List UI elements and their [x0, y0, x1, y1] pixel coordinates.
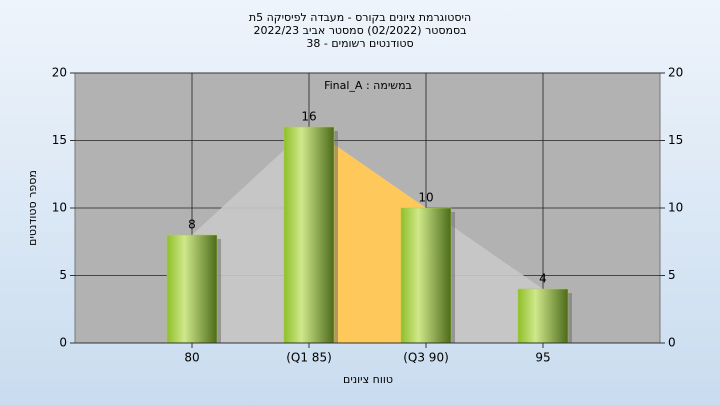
- x-tick-label: 95: [535, 351, 550, 365]
- bar: [400, 207, 452, 344]
- title-line: סטודנטים רשומים - 38: [306, 37, 413, 50]
- trend-highlight: [309, 127, 426, 343]
- y2-tick-label: 10: [668, 201, 683, 215]
- bar: [283, 126, 335, 344]
- bar: [166, 234, 218, 344]
- x-tick-label: 80: [184, 351, 199, 365]
- data-label: 16: [301, 110, 316, 124]
- x-tick-label: (Q3 90): [403, 351, 449, 365]
- bar: [517, 288, 569, 344]
- x-axis-label: טווח ציונים: [343, 373, 393, 386]
- title-line: היסטוגרמת ציונים בקורס - מעבדה לפיסיקה 5…: [249, 11, 471, 24]
- annotation: Final_A : במשימה: [324, 79, 412, 92]
- y-tick-label: 5: [59, 268, 67, 282]
- y-axis-label: מספר סטודנטים: [26, 170, 39, 246]
- y-tick-label: 15: [52, 133, 67, 147]
- data-label: 10: [418, 191, 433, 205]
- y2-tick-label: 15: [668, 133, 683, 147]
- y-tick-label: 20: [52, 66, 67, 80]
- y2-tick-label: 5: [668, 268, 676, 282]
- data-label: 4: [539, 272, 547, 286]
- data-label: 8: [188, 218, 196, 232]
- y2-tick-label: 20: [668, 66, 683, 80]
- y-tick-label: 0: [59, 336, 67, 350]
- y-tick-label: 10: [52, 201, 67, 215]
- x-tick-label: (Q1 85): [286, 351, 332, 365]
- title-line: בסמסטר (02/2022) סמסטר אביב 2022/23: [253, 24, 466, 37]
- y2-tick-label: 0: [668, 336, 676, 350]
